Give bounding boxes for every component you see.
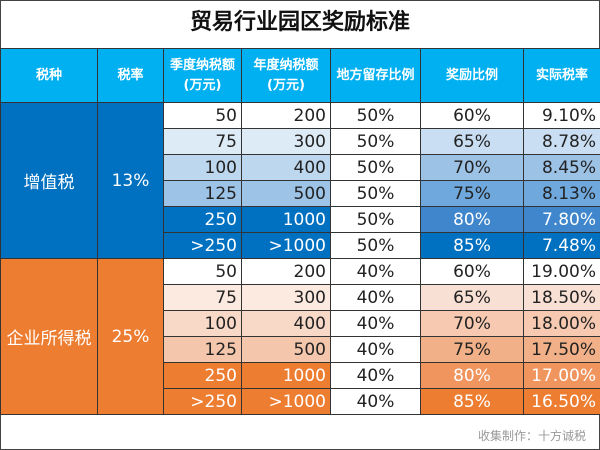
quarterly-amount-cell: >250 [163, 232, 242, 259]
annual-amount-cell: 1000 [241, 362, 331, 389]
table-row: 250 1000 50% 80% 7.80% [1, 206, 600, 233]
quarterly-amount-cell: >250 [163, 388, 242, 415]
quarterly-amount-cell: 100 [163, 154, 242, 181]
table-row: 75 300 50% 65% 8.78% [1, 128, 600, 155]
annual-amount-cell: >1000 [241, 232, 331, 259]
header-actual-rate: 实际税率 [523, 48, 600, 103]
quarterly-amount-cell: 125 [163, 336, 242, 363]
reward-cell: 60% [420, 258, 524, 285]
reward-cell: 70% [420, 310, 524, 337]
reward-cell: 80% [420, 206, 524, 233]
reward-cell: 60% [420, 102, 524, 129]
reward-cell: 65% [420, 128, 524, 155]
quarterly-amount-cell: 75 [163, 284, 242, 311]
actual-rate-cell: 17.00% [523, 362, 600, 389]
table-row: 100 400 40% 70% 18.00% [1, 310, 600, 337]
page-title: 贸易行业园区奖励标准 [189, 10, 410, 35]
header-quarterly: 季度纳税额 (万元) [163, 48, 242, 103]
annual-amount-cell: 1000 [241, 206, 331, 233]
retention-cell: 50% [330, 180, 421, 207]
footer-credit: 收集制作：十方诚税 [477, 429, 586, 443]
retention-cell: 50% [330, 206, 421, 233]
quarterly-amount-cell: 250 [163, 362, 242, 389]
table-row: 企业所得税 25% 50 200 40% 60% 19.00% [0, 258, 600, 415]
annual-amount-cell: 300 [241, 284, 331, 311]
annual-amount-cell: 300 [241, 128, 331, 155]
table-row: 增值税 13% 50 200 50% 60% 9.10% [0, 102, 600, 259]
actual-rate-cell: 9.10% [523, 102, 600, 129]
header-row: 税种 税率 季度纳税额 (万元) 年度纳税额 (万元) 地方留存比例 奖励比例 … [0, 48, 600, 103]
table-row: 250 1000 40% 80% 17.00% [1, 362, 600, 389]
actual-rate-cell: 19.00% [523, 258, 600, 285]
header-reward: 奖励比例 [420, 48, 524, 103]
retention-cell: 50% [330, 232, 421, 259]
actual-rate-cell: 8.45% [523, 154, 600, 181]
actual-rate-cell: 16.50% [523, 388, 600, 415]
annual-amount-cell: 200 [241, 258, 331, 285]
retention-cell: 40% [330, 258, 421, 285]
quarterly-amount-cell: 50 [163, 258, 242, 285]
retention-cell: 40% [330, 310, 421, 337]
table-row: 125 500 40% 75% 17.50% [1, 336, 600, 363]
quarterly-amount-cell: 250 [163, 206, 242, 233]
quarterly-amount-cell: 75 [163, 128, 242, 155]
reward-cell: 75% [420, 180, 524, 207]
tax-type-cell: 增值税 [0, 102, 98, 259]
quarterly-amount-cell: 100 [163, 310, 242, 337]
retention-cell: 40% [330, 388, 421, 415]
table-row: 100 400 50% 70% 8.45% [1, 154, 600, 181]
actual-rate-cell: 8.78% [523, 128, 600, 155]
reward-cell: 85% [420, 232, 524, 259]
table-row: 125 500 50% 75% 8.13% [1, 180, 600, 207]
annual-amount-cell: 400 [241, 154, 331, 181]
annual-amount-cell: 500 [241, 180, 331, 207]
reward-cell: 85% [420, 388, 524, 415]
header-rate: 税率 [97, 48, 164, 103]
retention-cell: 50% [330, 128, 421, 155]
quarterly-amount-cell: 50 [163, 102, 242, 129]
tax-type-cell: 企业所得税 [0, 258, 98, 415]
table-row: >250 >1000 40% 85% 16.50% [1, 388, 600, 415]
retention-cell: 50% [330, 154, 421, 181]
annual-amount-cell: 400 [241, 310, 331, 337]
retention-cell: 40% [330, 284, 421, 311]
reward-cell: 75% [420, 336, 524, 363]
actual-rate-cell: 17.50% [523, 336, 600, 363]
reward-table: 税种 税率 季度纳税额 (万元) 年度纳税额 (万元) 地方留存比例 奖励比例 … [0, 48, 600, 415]
actual-rate-cell: 7.80% [523, 206, 600, 233]
tax-rate-cell: 25% [97, 258, 164, 415]
annual-amount-cell: >1000 [241, 388, 331, 415]
annual-amount-cell: 500 [241, 336, 331, 363]
table-row: 75 300 40% 65% 18.50% [1, 284, 600, 311]
actual-rate-cell: 18.50% [523, 284, 600, 311]
actual-rate-cell: 18.00% [523, 310, 600, 337]
quarterly-amount-cell: 125 [163, 180, 242, 207]
header-retention: 地方留存比例 [330, 48, 421, 103]
header-tax-type: 税种 [0, 48, 98, 103]
tax-rate-cell: 13% [97, 102, 164, 259]
retention-cell: 40% [330, 336, 421, 363]
reward-cell: 65% [420, 284, 524, 311]
header-annual: 年度纳税额 (万元) [241, 48, 331, 103]
reward-cell: 80% [420, 362, 524, 389]
reward-cell: 70% [420, 154, 524, 181]
retention-cell: 40% [330, 362, 421, 389]
annual-amount-cell: 200 [241, 102, 331, 129]
table-row: >250 >1000 50% 85% 7.48% [1, 232, 600, 259]
retention-cell: 50% [330, 102, 421, 129]
actual-rate-cell: 8.13% [523, 180, 600, 207]
actual-rate-cell: 7.48% [523, 232, 600, 259]
